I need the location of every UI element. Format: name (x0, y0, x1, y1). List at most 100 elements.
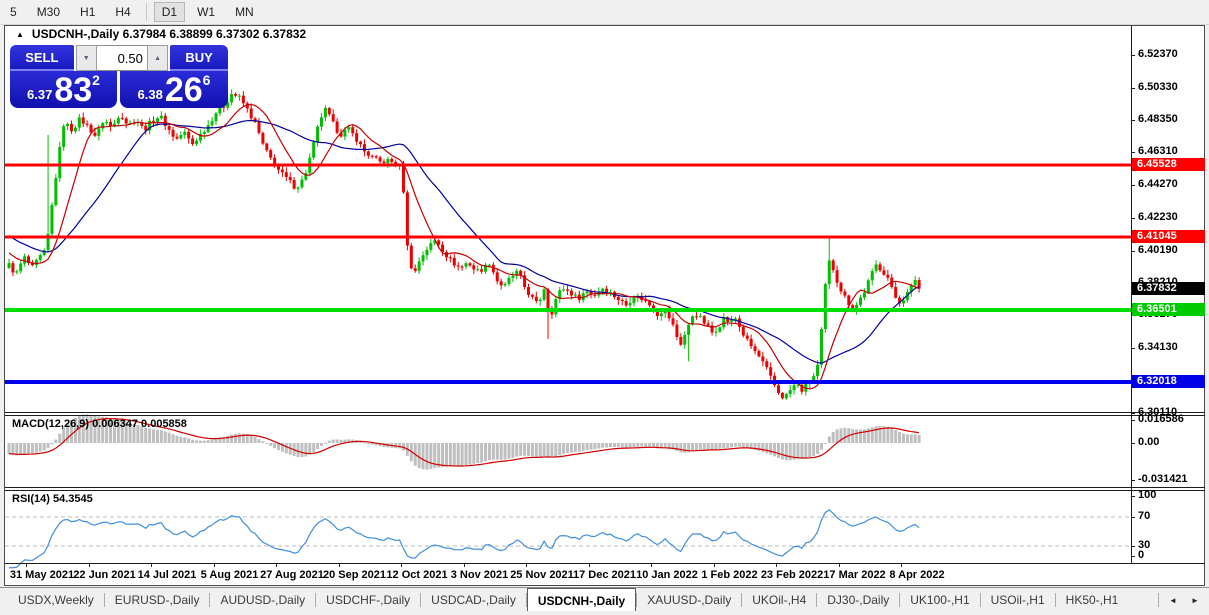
date-tick-mark (401, 564, 402, 567)
rsi-tick-mark (1131, 517, 1135, 518)
timeframe-button-w1[interactable]: W1 (197, 5, 216, 19)
tab-separator (816, 593, 818, 607)
tab-usoil-h1[interactable]: USOil-,H1 (990, 593, 1045, 607)
price-axis-separator (1131, 26, 1132, 564)
tab-xauusd-daily[interactable]: XAUUSD-,Daily (647, 593, 732, 607)
rsi-tick-mark (1131, 496, 1135, 497)
macd-pane-label: MACD(12,26,9) 0.006347 0.005858 (12, 418, 187, 430)
tab-separator (741, 593, 743, 607)
tab-dj30-daily[interactable]: DJ30-,Daily (827, 593, 890, 607)
macd-tick-mark (1131, 443, 1135, 444)
tab-usdchf-daily[interactable]: USDCHF-,Daily (326, 593, 411, 607)
date-tick-mark (213, 564, 215, 567)
chart-title-bar: ▲ USDCNH-,Daily 6.37984 6.38899 6.37302 … (16, 27, 306, 41)
price-level-label: 6.45528 (1132, 158, 1205, 171)
price-tick-mark (1131, 412, 1135, 414)
timeframe-button-d1[interactable]: D1 (153, 2, 186, 22)
date-label: 25 Nov 2021 (510, 569, 574, 581)
sell-button-label: SELL (25, 49, 59, 65)
date-tick-mark (588, 564, 590, 567)
tab-usdcad-daily[interactable]: USDCAD-,Daily (431, 593, 516, 607)
macd-tick-label: 0.016586 (1138, 412, 1184, 425)
sell-button[interactable]: SELL (10, 45, 74, 71)
date-label: 8 Apr 2022 (889, 569, 945, 581)
timeframe-button-m30[interactable]: M30 (36, 5, 61, 19)
tab-audusd-daily[interactable]: AUDUSD-,Daily (220, 593, 306, 607)
tab-usdx-weekly[interactable]: USDX,Weekly (18, 593, 94, 607)
date-label: 27 Aug 2021 (260, 569, 324, 581)
tab-uk100-h1[interactable]: UK100-,H1 (910, 593, 970, 607)
tab-scroll-right-button[interactable]: ► (1187, 592, 1203, 608)
buy-button[interactable]: BUY (170, 45, 228, 71)
rsi-tick-mark (1131, 556, 1135, 557)
scroll-left-icon: ◄ (1169, 595, 1177, 605)
price-level-label: 6.41045 (1132, 230, 1205, 243)
volume-increase-button[interactable]: ▲ (146, 45, 169, 71)
date-label: 23 Feb 2022 (760, 569, 824, 581)
date-label: 12 Oct 2021 (386, 569, 448, 581)
buy-price-pips: 26 (164, 71, 203, 110)
tab-scroll-left-button[interactable]: ◄ (1165, 592, 1181, 608)
sell-price-prefix: 6.37 (27, 87, 53, 102)
tabs-holder: USDX,Weekly EURUSD-,Daily AUDUSD-,Daily USD… (8, 588, 1128, 612)
date-tick-mark (713, 564, 715, 567)
tab-separator (1054, 593, 1056, 607)
date-tick-mark (338, 564, 340, 567)
price-tick-mark (1131, 217, 1135, 219)
price-tick-label: 6.48350 (1138, 112, 1178, 125)
sell-price-quote[interactable]: 6.37 83 2 (10, 71, 117, 108)
date-label: 14 Jul 2021 (137, 569, 197, 581)
macd-title: MACD(12,26,9) (12, 418, 90, 430)
price-level-label: 6.36501 (1132, 302, 1205, 316)
price-tick-label: 6.40190 (1138, 243, 1178, 256)
pane-separator (5, 487, 1205, 488)
collapse-triangle-icon[interactable]: ▲ (16, 29, 24, 39)
tab-hk50-h1[interactable]: HK50-,H1 (1065, 593, 1119, 607)
chart-title-text: USDCNH-,Daily 6.37984 6.38899 6.37302 6.… (31, 27, 307, 41)
macd-tick-mark (1131, 480, 1135, 481)
chart-window[interactable] (4, 25, 1205, 586)
pane-separator (5, 490, 1205, 491)
timeframe-button-5[interactable]: 5 (10, 5, 17, 19)
date-tick-mark (651, 564, 652, 567)
tab-separator (899, 593, 901, 607)
rsi-title: RSI(14) (12, 493, 50, 505)
tab-usdcnh-daily[interactable]: USDCNH-,Daily (526, 588, 637, 612)
spin-up-icon: ▲ (154, 54, 161, 62)
timeframe-button-mn[interactable]: MN (235, 5, 254, 19)
tab-eurusd-daily[interactable]: EURUSD-,Daily (114, 593, 200, 607)
price-tick-label: 6.46310 (1138, 145, 1178, 158)
date-tick-mark (901, 564, 902, 567)
buy-price-fraction: 6 (202, 72, 211, 88)
date-tick-mark (463, 564, 465, 567)
tab-separator (103, 593, 105, 607)
date-tick-mark (151, 564, 152, 567)
rsi-tick-label: 70 (1138, 510, 1151, 522)
spin-down-icon: ▼ (82, 54, 90, 62)
timeframe-button-h1[interactable]: H1 (80, 5, 96, 19)
one-click-trade-panel: SELL ▼ ▲ BUY 6.37 83 2 6.38 26 6 (10, 45, 228, 108)
buy-price-quote[interactable]: 6.38 26 6 (120, 71, 228, 108)
macd-values: 0.006347 0.005858 (92, 418, 187, 430)
price-tick-label: 6.34130 (1138, 341, 1178, 354)
date-label: 20 Sep 2021 (323, 569, 386, 581)
tab-ukoil-h4[interactable]: UKOil-,H4 (752, 593, 807, 607)
timeframe-button-h4[interactable]: H4 (115, 5, 131, 19)
timeframe-toolbar: 5 M30 H1 H4 D1 W1 MN (0, 0, 1209, 25)
price-level-label: 6.37832 (1132, 281, 1205, 295)
price-tick-mark (1131, 87, 1135, 89)
volume-input[interactable] (96, 45, 147, 71)
volume-decrease-button[interactable]: ▼ (75, 45, 97, 71)
rsi-tick-label: 0 (1138, 549, 1145, 561)
pane-separator (5, 563, 1205, 564)
tab-separator (525, 593, 527, 607)
price-tick-mark (1131, 250, 1135, 252)
date-label: 5 Aug 2021 (200, 569, 259, 581)
tab-separator (209, 593, 211, 607)
symbol-tab-bar: USDX,Weekly EURUSD-,Daily AUDUSD-,Daily USD… (0, 587, 1209, 612)
price-level-label: 6.32018 (1132, 374, 1205, 388)
macd-tick-label: 0.00 (1138, 436, 1160, 448)
date-label: 3 Nov 2021 (450, 569, 509, 581)
date-tick-mark (88, 564, 90, 567)
